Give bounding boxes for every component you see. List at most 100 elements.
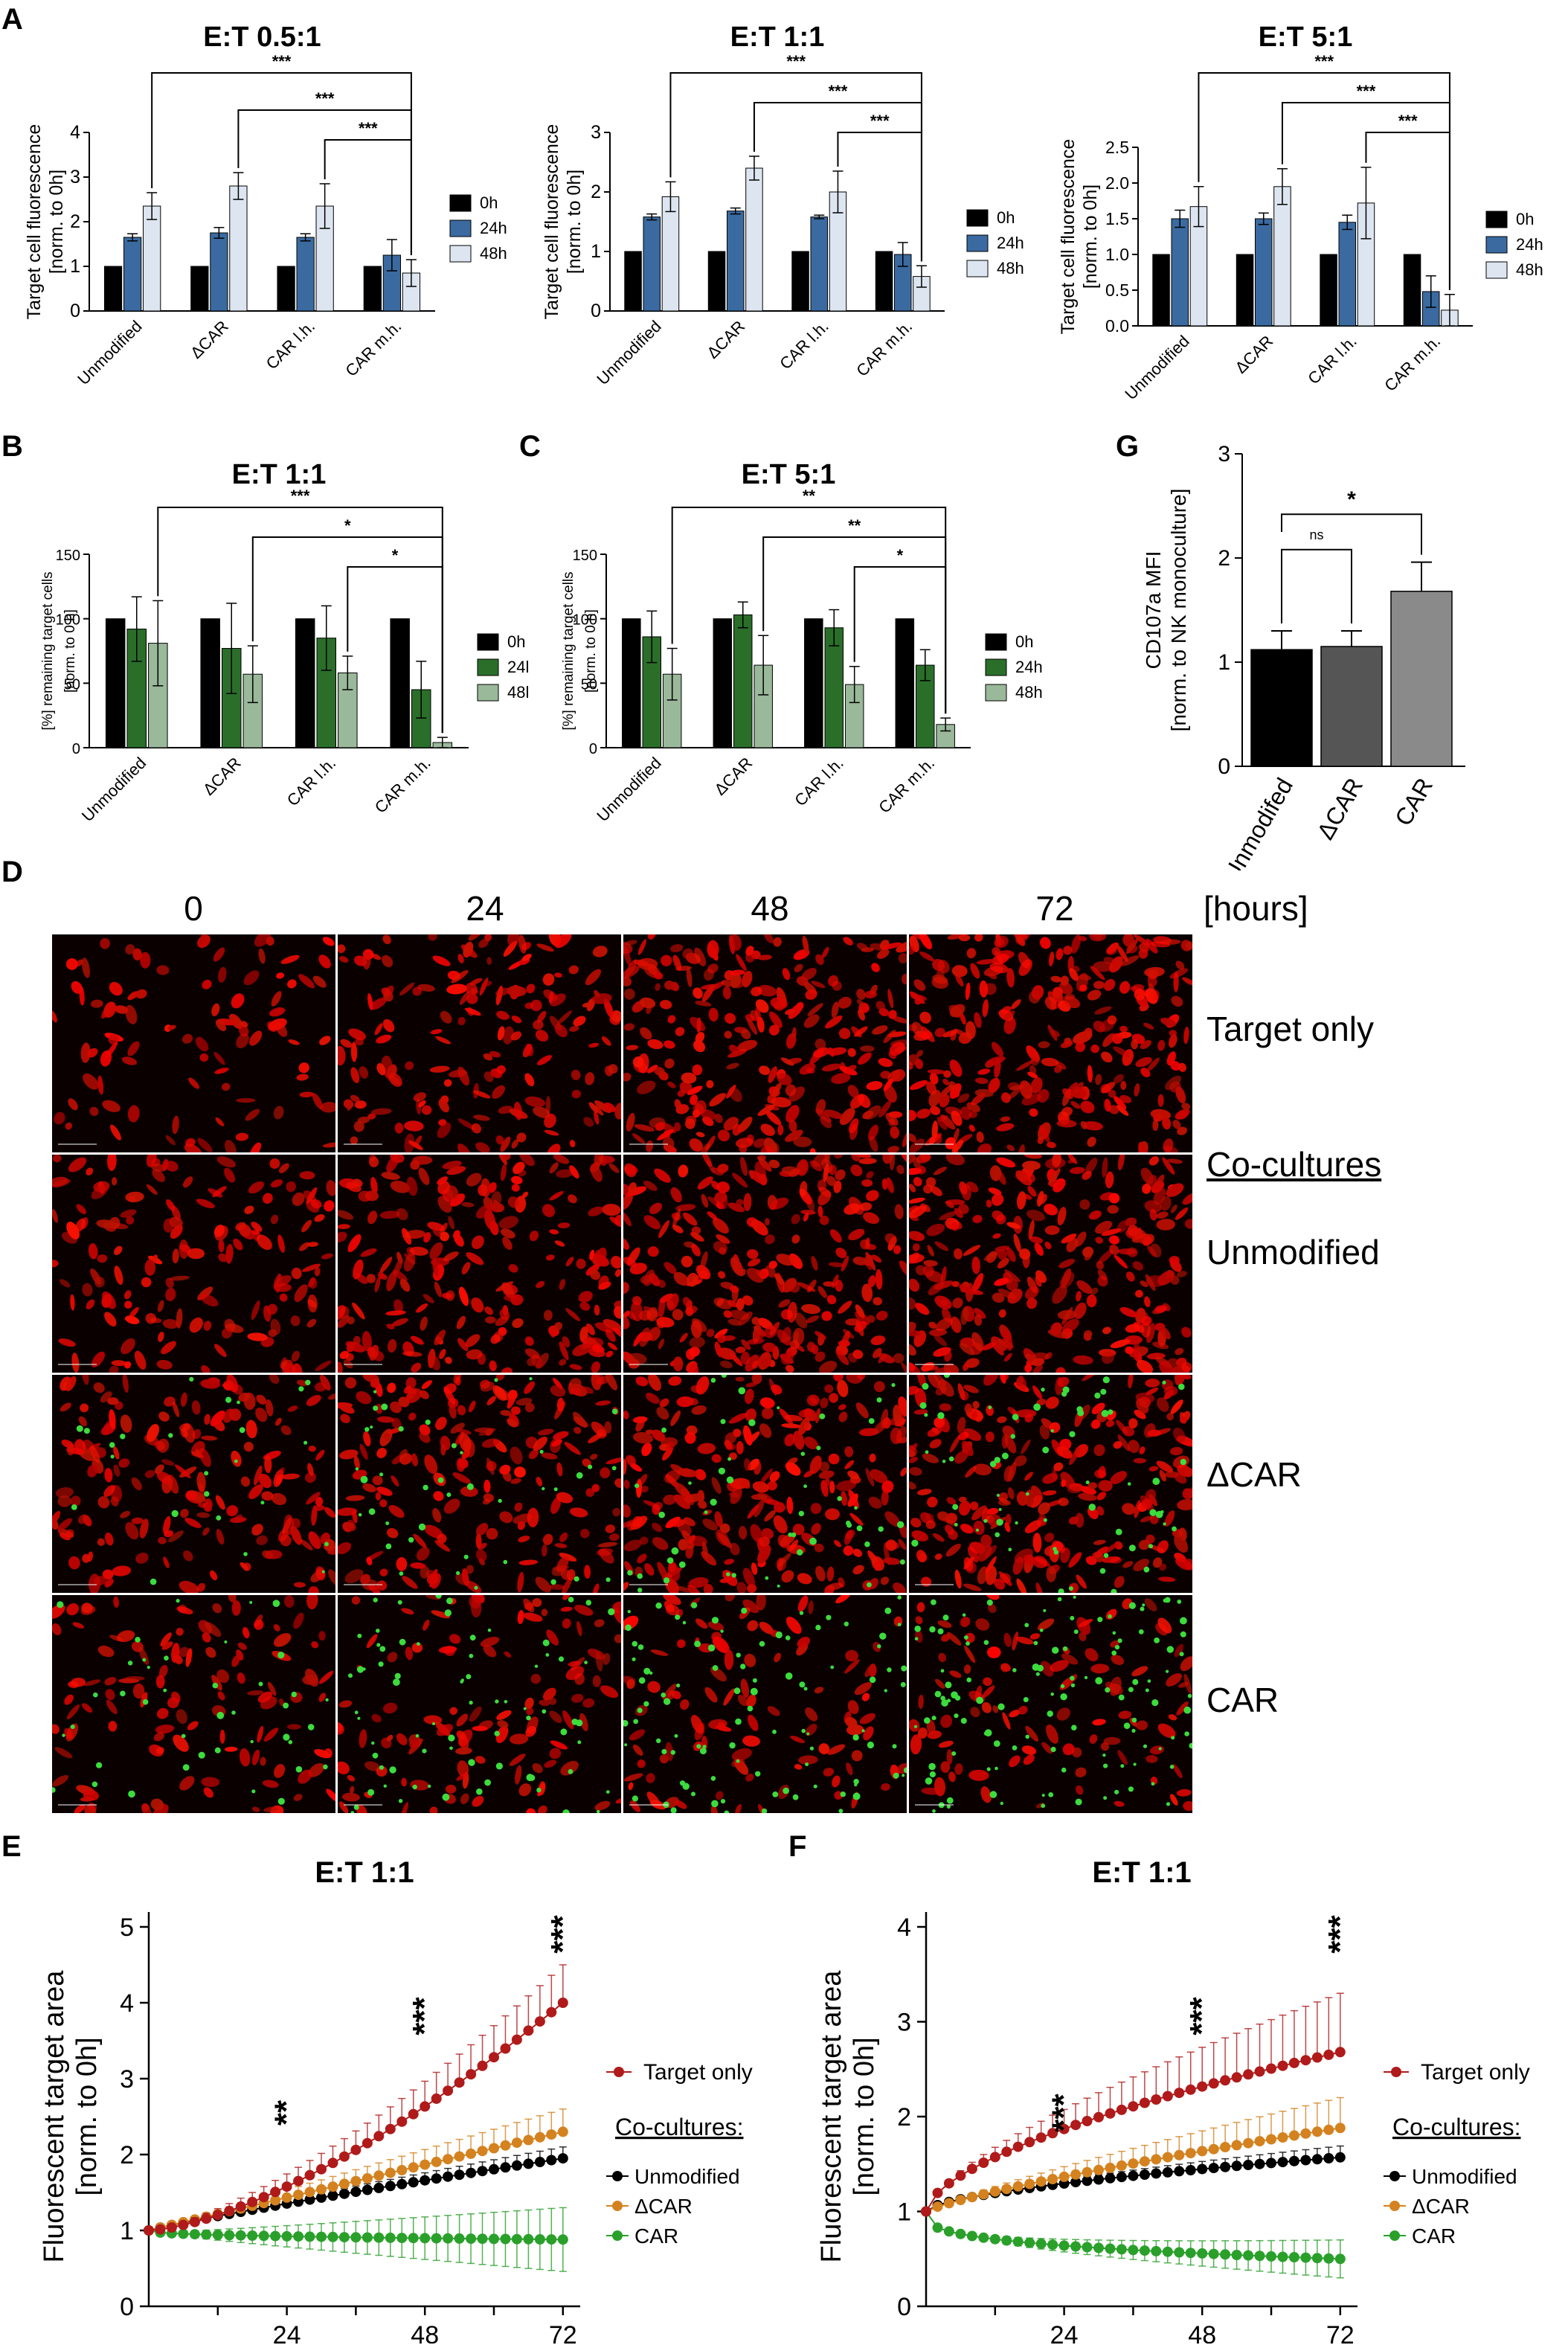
effector-cell [249, 1600, 253, 1604]
target-cell [1000, 1663, 1010, 1672]
target-cell [179, 1580, 199, 1593]
target-cell [1004, 1435, 1017, 1454]
target-cell [120, 1510, 131, 1518]
target-cell [584, 1338, 597, 1344]
target-cell [163, 1556, 170, 1568]
effector-cell [1071, 1725, 1077, 1730]
effector-cell [1084, 1675, 1088, 1680]
target-cell [346, 1181, 362, 1193]
target-cell [763, 934, 774, 943]
target-cell [155, 1675, 165, 1689]
target-cell [172, 1248, 179, 1264]
target-cell [765, 1111, 782, 1126]
target-cell [267, 1681, 277, 1696]
effector-cell [902, 1774, 905, 1777]
target-cell [701, 984, 715, 1002]
effector-cell [417, 1642, 420, 1646]
effector-cell [983, 1731, 989, 1736]
target-cell [598, 1548, 614, 1564]
effector-cell [354, 1710, 359, 1715]
target-cell [314, 1267, 321, 1277]
target-cell [672, 1309, 684, 1321]
target-cell [811, 981, 826, 989]
target-cell [475, 1533, 482, 1549]
target-cell [237, 1672, 245, 1684]
target-cell [298, 974, 315, 989]
effector-cell [952, 1504, 959, 1510]
target-cell [434, 1540, 451, 1552]
target-cell [352, 1302, 365, 1320]
target-cell [525, 1043, 534, 1056]
significance-label: * [392, 546, 399, 565]
target-cell [379, 1568, 388, 1576]
target-cell [873, 1347, 882, 1358]
target-cell [635, 1376, 649, 1387]
target-cell [884, 1541, 900, 1550]
target-cell [873, 1381, 885, 1393]
target-cell [852, 1548, 863, 1557]
target-cell [101, 1294, 112, 1308]
effector-cell [1062, 1646, 1068, 1652]
target-cell [240, 1562, 248, 1571]
effector-cell [456, 1571, 460, 1575]
target-cell [432, 1229, 441, 1237]
target-cell [678, 1164, 689, 1178]
target-cell [429, 1806, 438, 1813]
target-cell [121, 1056, 137, 1065]
target-cell [1027, 1071, 1038, 1079]
target-cell [1146, 1754, 1158, 1763]
data-point [511, 2034, 522, 2045]
target-cell [605, 1457, 621, 1465]
target-cell [404, 1120, 424, 1132]
target-cell [909, 1184, 916, 1193]
target-cell [701, 1551, 717, 1566]
target-cell [582, 1698, 595, 1708]
target-cell [1140, 1039, 1151, 1050]
target-cell [413, 1533, 427, 1548]
target-cell [605, 1329, 616, 1342]
y-axis-label: [norm. to 0 h] [583, 609, 599, 693]
target-cell [465, 1334, 481, 1347]
micrograph-image [623, 934, 907, 1152]
target-cell [1116, 945, 1128, 962]
target-cell [1001, 1006, 1012, 1014]
target-cell [863, 1212, 880, 1225]
micrograph-grid: 0 24 48 72 [hours] Target only Co-cultur… [0, 870, 1568, 1815]
bar [295, 618, 315, 748]
target-cell [870, 1335, 886, 1346]
target-cell [1093, 1539, 1106, 1545]
target-cell [614, 1478, 621, 1489]
effector-cell [1047, 1710, 1053, 1717]
data-point [1105, 2243, 1116, 2254]
effector-cell [494, 1378, 498, 1382]
target-cell [725, 1443, 736, 1451]
micrograph-tile [623, 1155, 907, 1373]
target-cell [735, 1346, 746, 1353]
target-cell [751, 987, 762, 997]
target-cell [296, 1379, 309, 1387]
target-cell [239, 1748, 251, 1767]
target-cell [819, 1361, 838, 1373]
target-cell [442, 1161, 462, 1170]
target-cell [353, 1335, 361, 1345]
target-cell [481, 1178, 491, 1198]
effector-cell [553, 1487, 558, 1492]
target-cell [915, 1616, 923, 1625]
target-cell [1027, 1186, 1037, 1197]
target-cell [959, 1284, 974, 1295]
effector-cell [91, 1781, 98, 1788]
effector-cell [799, 1681, 806, 1688]
target-cell [1098, 1466, 1106, 1478]
target-cell [386, 1155, 399, 1173]
target-cell [608, 1064, 618, 1074]
effector-cell [940, 1696, 945, 1701]
target-cell [57, 1528, 74, 1539]
effector-cell [449, 1746, 453, 1751]
target-cell [79, 987, 85, 1006]
target-cell [277, 1234, 285, 1253]
target-cell [1097, 1275, 1108, 1287]
target-cell [957, 1417, 966, 1434]
target-cell [980, 1534, 992, 1548]
target-cell [157, 1438, 170, 1453]
target-cell [164, 1530, 173, 1538]
